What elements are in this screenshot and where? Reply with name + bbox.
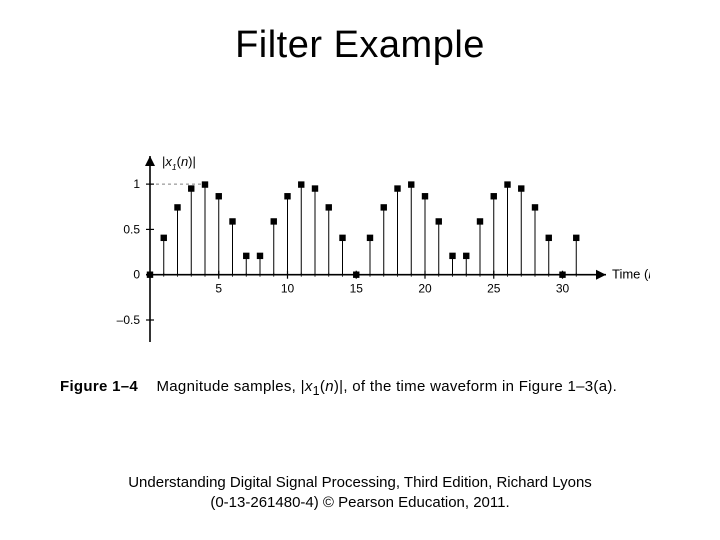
footnote: Understanding Digital Signal Processing,…	[0, 473, 720, 512]
svg-text:10: 10	[281, 282, 295, 296]
svg-text:25: 25	[487, 282, 501, 296]
svg-text:0.5: 0.5	[123, 222, 140, 236]
footnote-line-2: (0-13-261480-4) © Pearson Education, 201…	[0, 493, 720, 513]
svg-text:|x1(n)|: |x1(n)|	[162, 154, 196, 172]
slide: Filter Example 5 10 15 20 25 30 –0.5 0 0.5 1 |x1(n…	[0, 0, 720, 540]
chart-svg: 5 10 15 20 25 30 –0.5 0 0.5 1 |x1(n)| Time (n)	[70, 150, 650, 370]
slide-title: Filter Example	[0, 0, 720, 67]
svg-text:–0.5: –0.5	[117, 313, 141, 327]
svg-text:1: 1	[133, 177, 140, 191]
svg-text:5: 5	[215, 282, 222, 296]
caption-sub: x1(n)	[305, 378, 339, 395]
caption-text-pre: Magnitude samples, |	[157, 378, 305, 395]
figure-caption: Figure 1–4 Magnitude samples, |x1(n)|, o…	[60, 378, 617, 398]
svg-text:20: 20	[418, 282, 432, 296]
figure-label: Figure 1–4	[60, 378, 138, 395]
svg-text:Time (n): Time (n)	[612, 267, 650, 282]
svg-text:0: 0	[133, 268, 140, 282]
svg-text:30: 30	[556, 282, 570, 296]
caption-text-post: |, of the time waveform in Figure 1–3(a)…	[339, 378, 617, 395]
svg-text:15: 15	[350, 282, 364, 296]
magnitude-chart: 5 10 15 20 25 30 –0.5 0 0.5 1 |x1(n)| Time (n)	[70, 150, 650, 370]
footnote-line-1: Understanding Digital Signal Processing,…	[0, 473, 720, 493]
